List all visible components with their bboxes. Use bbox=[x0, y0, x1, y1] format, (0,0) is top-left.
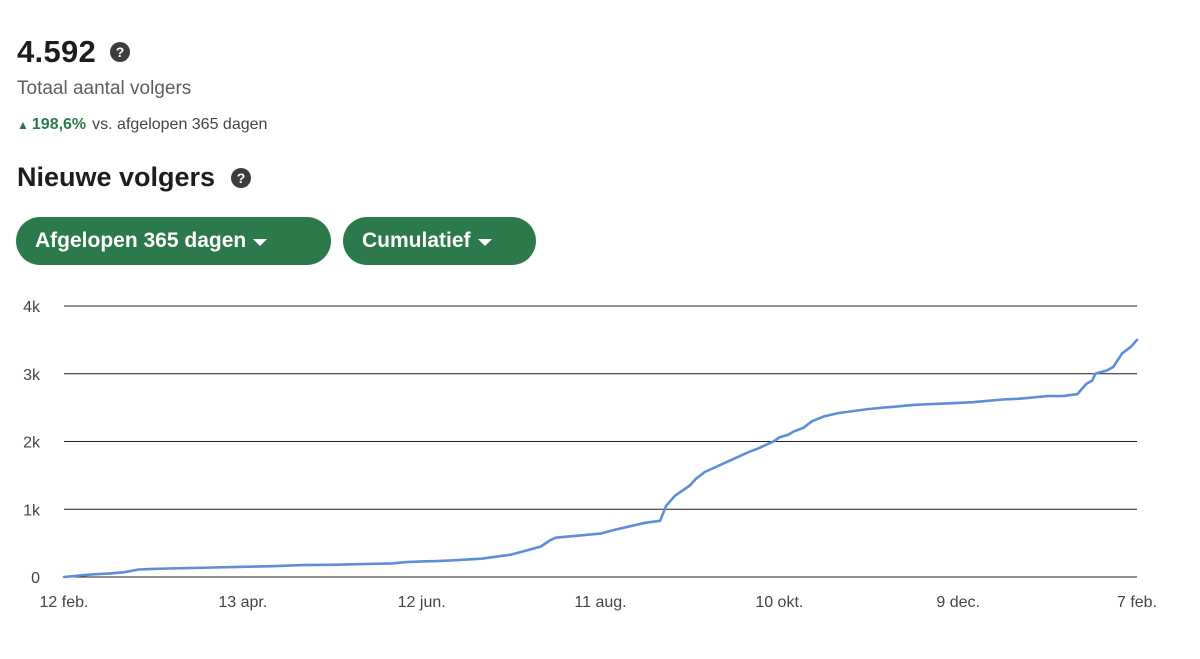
growth-percentage: 198,6% bbox=[31, 116, 87, 133]
total-followers-value: 4.592 bbox=[17, 34, 97, 69]
y-tick-label: 2k bbox=[23, 435, 41, 452]
arrow-up-icon: ▲ bbox=[17, 118, 29, 132]
y-tick-label: 3k bbox=[23, 367, 41, 384]
followers-line-chart: 0 1k 2k 3k 4k 12 feb. 13 apr. 12 jun. 11 aug. 10 … bbox=[23, 299, 1157, 611]
y-tick-label: 4k bbox=[23, 299, 41, 316]
y-tick-label: 1k bbox=[23, 502, 41, 519]
x-tick-label: 12 feb. bbox=[40, 594, 89, 611]
caret-down-icon bbox=[253, 238, 268, 246]
x-tick-label: 13 apr. bbox=[218, 594, 267, 611]
growth-indicator: ▲ 198,6% vs. afgelopen 365 dagen bbox=[17, 116, 267, 134]
x-tick-label: 9 dec. bbox=[936, 594, 980, 611]
x-tick-label: 12 jun. bbox=[398, 594, 446, 611]
display-mode-label: Cumulatief bbox=[362, 229, 471, 252]
section-title: Nieuwe volgers bbox=[17, 162, 216, 192]
help-icon[interactable]: ? bbox=[110, 42, 131, 62]
date-range-label: Afgelopen 365 dagen bbox=[35, 229, 247, 252]
date-range-dropdown[interactable]: Afgelopen 365 dagen bbox=[16, 217, 331, 265]
x-tick-label: 11 aug. bbox=[574, 594, 626, 611]
y-tick-label: 0 bbox=[31, 570, 40, 587]
x-tick-label: 10 okt. bbox=[755, 594, 803, 611]
total-followers-label: Totaal aantal volgers bbox=[17, 78, 192, 99]
caret-down-icon bbox=[477, 238, 492, 246]
new-followers-header: Nieuwe volgers ? bbox=[17, 162, 252, 193]
x-tick-label: 7 feb. bbox=[1117, 594, 1157, 611]
help-icon[interactable]: ? bbox=[231, 167, 252, 188]
display-mode-dropdown[interactable]: Cumulatief bbox=[343, 217, 536, 265]
followers-series-line bbox=[62, 338, 1139, 579]
total-followers-row: 4.592 ? bbox=[17, 34, 131, 70]
growth-comparison-label: vs. afgelopen 365 dagen bbox=[92, 116, 268, 133]
